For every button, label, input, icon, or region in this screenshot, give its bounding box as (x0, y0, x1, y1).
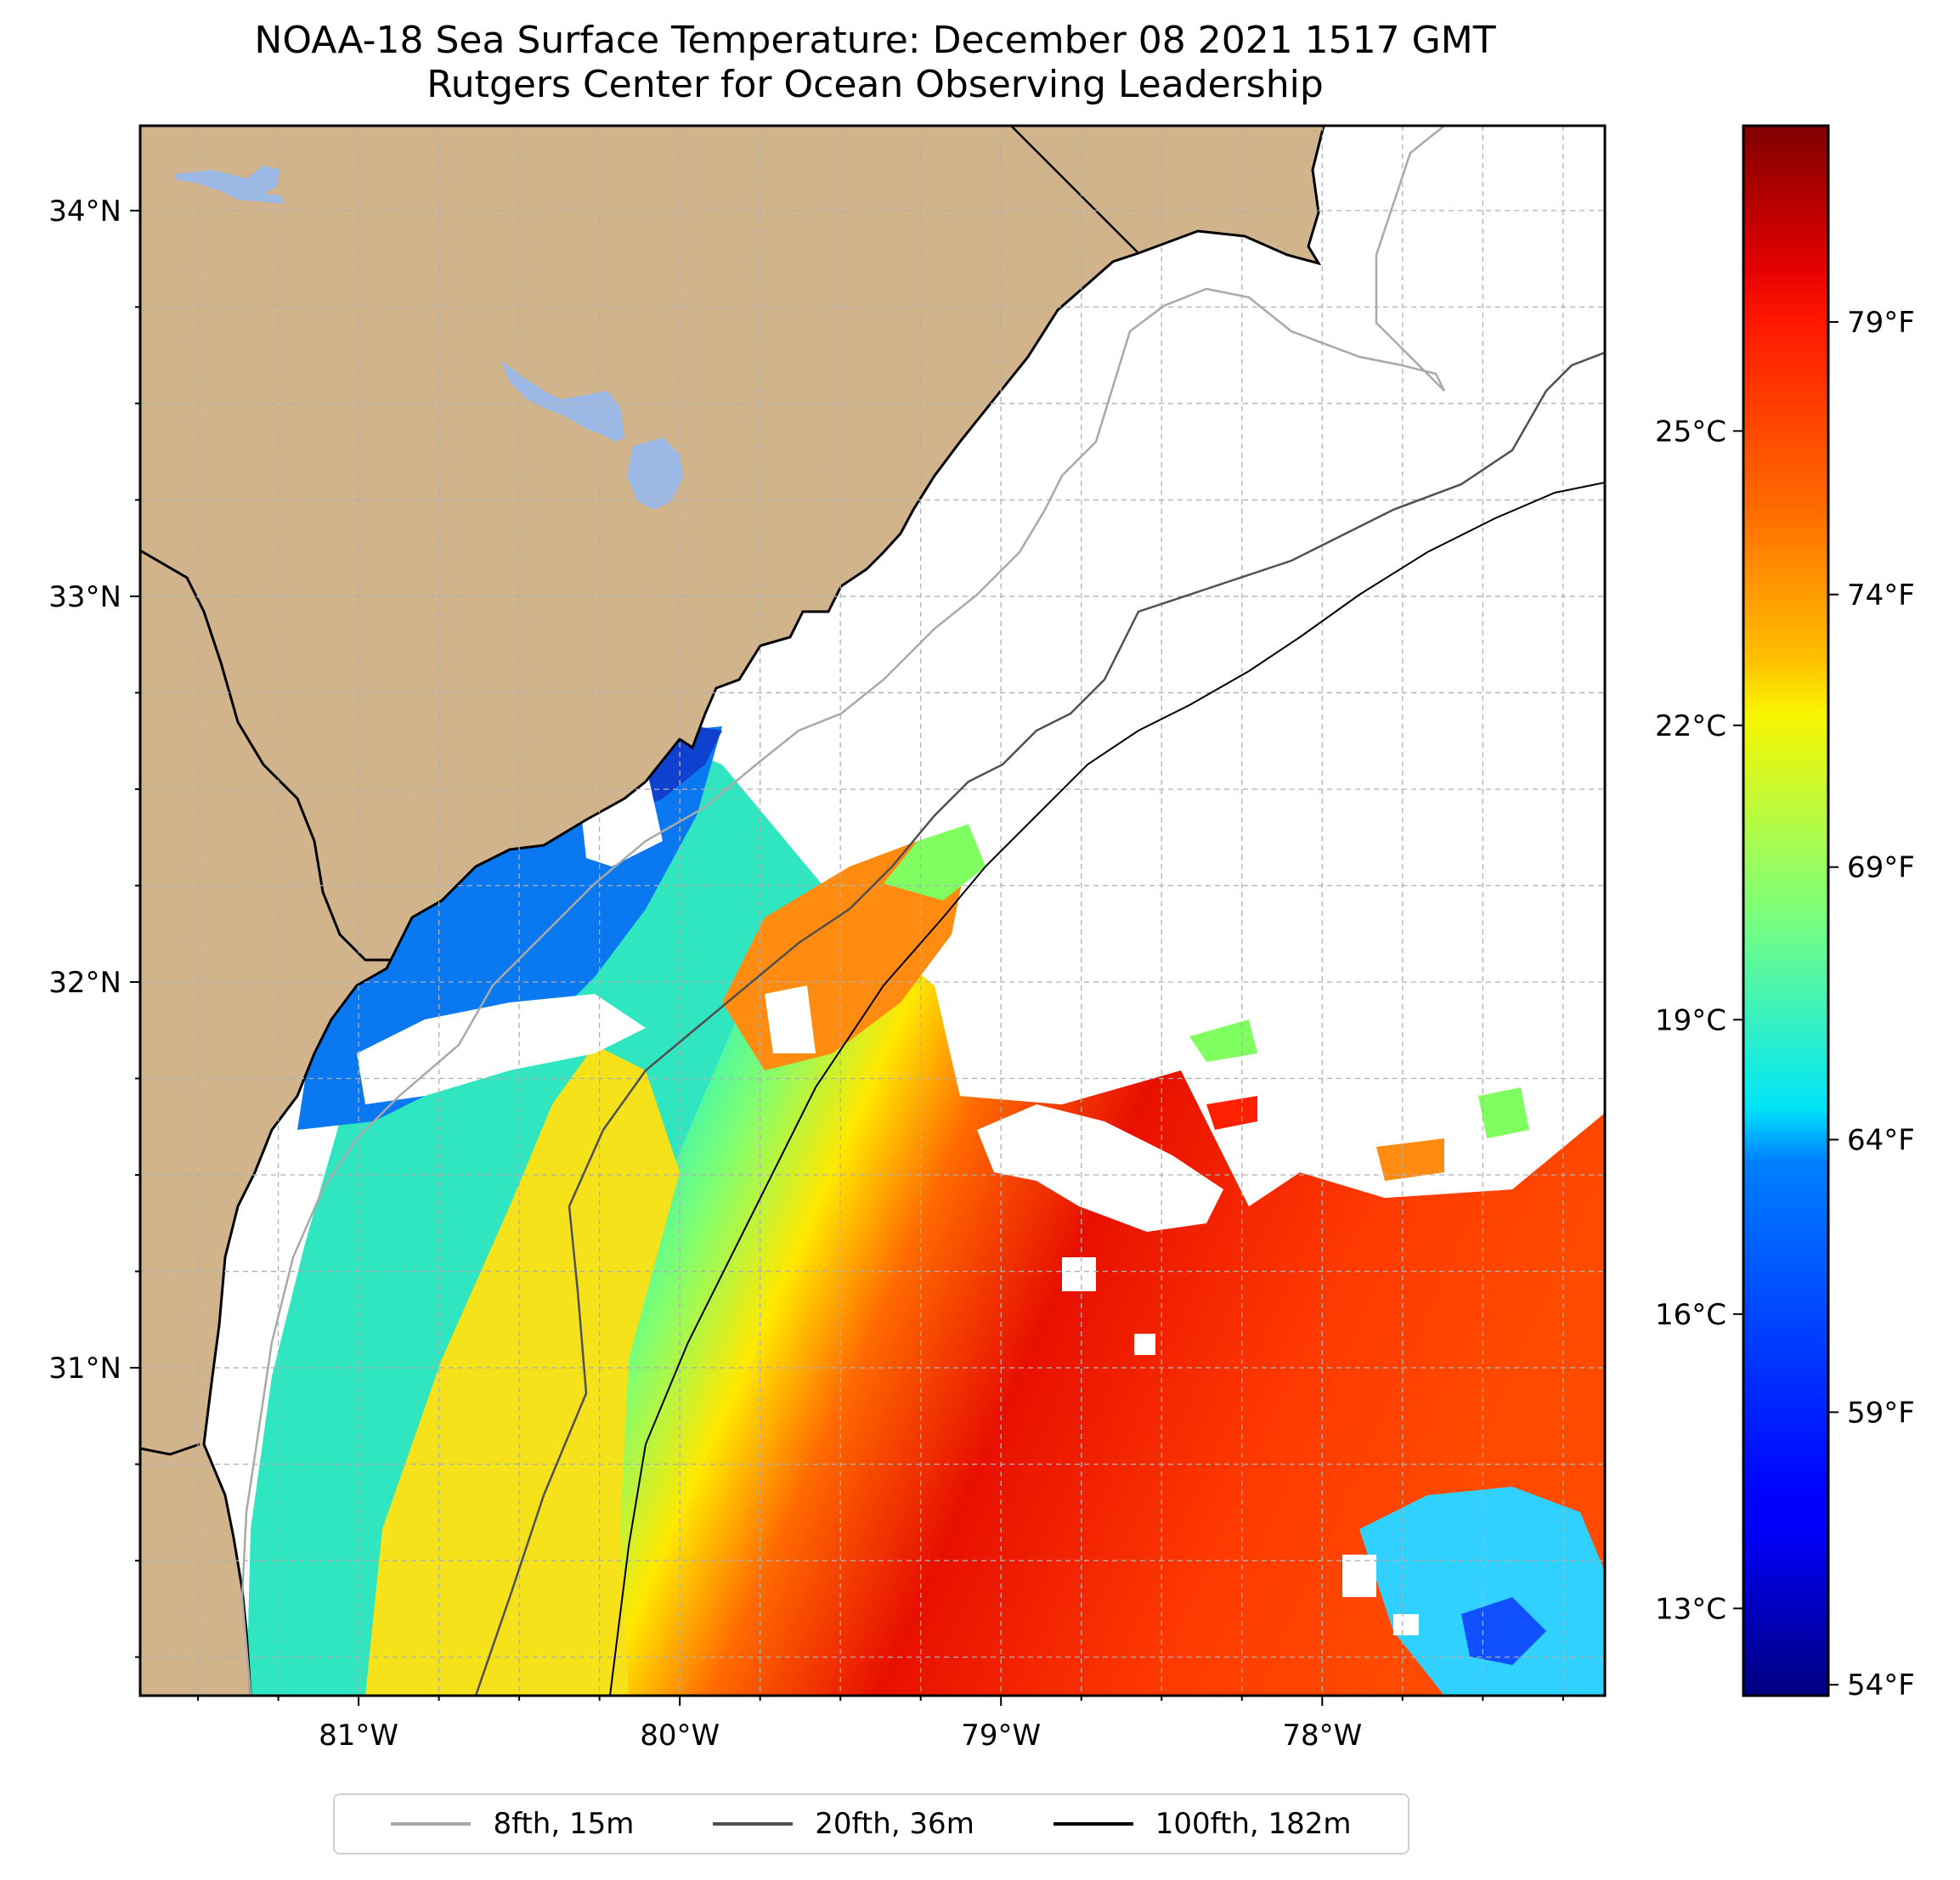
legend-item-20fth: 20fth, 36m (713, 1807, 974, 1841)
legend-swatch-20fth (713, 1822, 794, 1826)
colorbar-fahrenheit-label: 74°F (1847, 579, 1915, 613)
legend-label-100fth: 100fth, 182m (1155, 1807, 1352, 1841)
lon-tick-label: 79°W (961, 1719, 1041, 1753)
colorbar-celsius-label: 25°C (1655, 415, 1726, 449)
lake-north (174, 166, 285, 204)
sst-eddy-southeast (1359, 1487, 1605, 1696)
colorbar-fahrenheit-label: 69°F (1847, 851, 1915, 885)
colorbar-celsius-label: 16°C (1655, 1298, 1726, 1332)
isobath-8fth (240, 126, 1446, 1696)
isobath-legend: 8fth, 15m 20fth, 36m 100fth, 182m (333, 1793, 1409, 1855)
graticule (140, 126, 1605, 1696)
colorbar-fahrenheit-label: 54°F (1847, 1668, 1915, 1702)
colorbar-celsius-label: 22°C (1655, 709, 1726, 743)
lake-marion (501, 361, 624, 442)
colorbar-celsius-axis: 25°C 22°C 19°C 16°C 13°C (1655, 415, 1743, 1626)
colorbar-celsius-label: 19°C (1655, 1003, 1726, 1037)
sst-field-coastal-warm (365, 1045, 680, 1696)
map-area (140, 126, 1605, 1696)
title-line-1: NOAA-18 Sea Surface Temperature: Decembe… (254, 19, 1496, 62)
state-border-sc-ga (140, 549, 391, 962)
state-border-ga-fl (140, 1442, 201, 1456)
lat-tick-label: 31°N (48, 1352, 121, 1386)
map-title: NOAA-18 Sea Surface Temperature: Decembe… (0, 19, 1750, 107)
lon-axis: 81°W 80°W 79°W 78°W (197, 1696, 1564, 1753)
cloud-gap-1 (357, 994, 646, 1104)
lat-tick-label: 33°N (48, 580, 121, 614)
map-frame (138, 124, 1607, 1697)
cloud-gap-3 (765, 985, 816, 1053)
lat-tick-label: 34°N (48, 195, 121, 229)
colorbar-fahrenheit-label: 79°F (1847, 306, 1915, 340)
legend-label-20fth: 20fth, 36m (815, 1807, 974, 1841)
lake-moultrie (627, 438, 684, 510)
cloud-gap-5 (1062, 1257, 1096, 1291)
legend-swatch-100fth (1053, 1822, 1133, 1826)
cloud-gap-4 (977, 1104, 1223, 1232)
cloud-gap-7 (1342, 1555, 1376, 1597)
sst-speckle-3 (1376, 1138, 1444, 1181)
cloud-gap-8 (1393, 1614, 1419, 1635)
legend-item-8fth: 8fth, 15m (391, 1807, 634, 1841)
title-line-2: Rutgers Center for Ocean Observing Leade… (426, 63, 1324, 106)
isobath-20fth (474, 351, 1605, 1696)
sst-speckle-2 (1478, 1087, 1529, 1138)
sst-field-offshore (612, 917, 1605, 1696)
cloud-gap-6 (1134, 1334, 1155, 1355)
legend-item-100fth: 100fth, 182m (1053, 1807, 1352, 1841)
isobath-100fth (609, 482, 1605, 1696)
legend-label-8fth: 8fth, 15m (493, 1807, 635, 1841)
colorbar-celsius-label: 13°C (1655, 1592, 1726, 1626)
colorbar (1742, 124, 1830, 1697)
legend-swatch-8fth (391, 1822, 472, 1826)
sst-field-midshelf-green (884, 824, 986, 900)
colorbar-fahrenheit-label: 64°F (1847, 1124, 1915, 1158)
lat-axis: 34°N 33°N 32°N 31°N (48, 195, 140, 1658)
lon-tick-label: 80°W (640, 1719, 720, 1753)
colorbar-fahrenheit-label: 59°F (1847, 1396, 1915, 1430)
state-border-nc-sc (1010, 126, 1139, 254)
colorbar-fahrenheit-axis: 79°F 74°F 69°F 64°F 59°F 54°F (1828, 306, 1915, 1702)
sst-speckle-1 (1189, 1019, 1257, 1062)
sst-speckle-4 (1206, 1096, 1257, 1130)
cloud-gap-9 (935, 892, 1605, 1206)
lon-tick-label: 81°W (319, 1719, 398, 1753)
lat-tick-label: 32°N (48, 966, 121, 1000)
lon-tick-label: 78°W (1282, 1719, 1362, 1753)
land-mass (140, 126, 1325, 1696)
